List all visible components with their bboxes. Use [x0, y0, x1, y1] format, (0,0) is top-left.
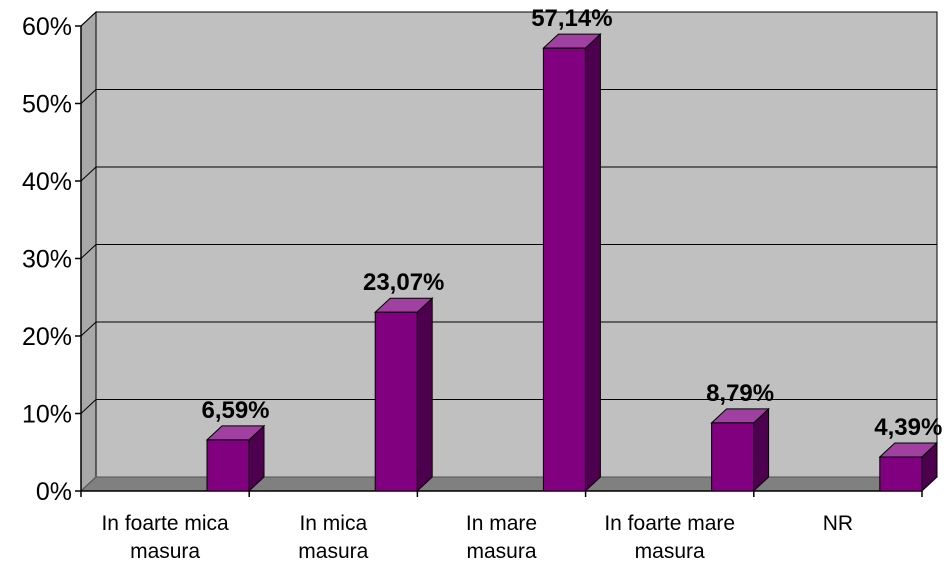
x-tick-label: In mare: [466, 512, 537, 535]
x-tick-label: In mica: [299, 512, 367, 535]
data-label: 8,79%: [706, 380, 774, 407]
bar: [711, 422, 755, 492]
gridline-wall: [80, 166, 97, 182]
bar: [374, 311, 418, 492]
x-tick-label: In foarte mica: [101, 512, 229, 535]
gridline-wall: [80, 89, 97, 104]
data-label: 6,59%: [201, 397, 269, 424]
gridline-wall: [80, 321, 97, 337]
x-tick-label: In foarte mare: [604, 512, 735, 535]
bar-side: [584, 33, 601, 493]
y-tick-label: 0%: [36, 478, 72, 506]
y-tick-label: 60%: [22, 13, 72, 41]
x-tick-label: masura: [635, 540, 705, 563]
y-tick-label: 30%: [22, 246, 72, 274]
data-label: 57,14%: [531, 5, 612, 32]
x-tick-label: masura: [130, 540, 200, 563]
bar: [206, 439, 250, 492]
gridline-wall: [80, 11, 97, 27]
bar-side: [416, 297, 433, 493]
y-tick-label: 40%: [22, 168, 72, 196]
y-tick-label: 10%: [22, 401, 72, 429]
x-tick-label: NR: [823, 512, 853, 535]
x-tick-label: masura: [466, 540, 536, 563]
data-label: 23,07%: [363, 269, 444, 296]
x-tick-label: masura: [298, 540, 368, 563]
gridline-wall: [80, 244, 97, 259]
y-tick-label: 50%: [22, 91, 72, 119]
data-label: 4,39%: [874, 414, 942, 441]
gridline-wall: [80, 399, 97, 414]
y-tick-label: 20%: [22, 323, 72, 351]
bar: [542, 47, 586, 492]
bar: [879, 456, 923, 492]
